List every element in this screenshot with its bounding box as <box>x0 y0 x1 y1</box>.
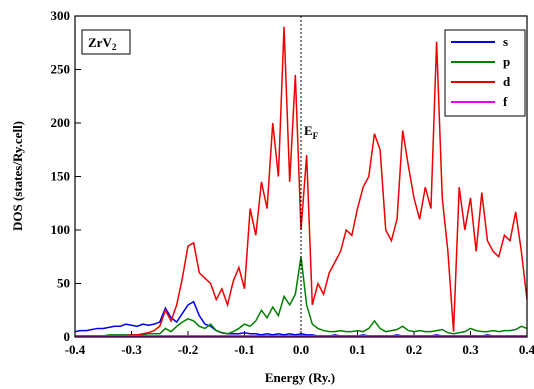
y-tick-label: 100 <box>51 222 71 237</box>
compound-label-main: ZrV <box>88 35 112 50</box>
fermi-label: EF <box>304 123 319 141</box>
x-tick-label: 0.0 <box>293 342 309 357</box>
x-tick-label: 0.4 <box>519 342 534 357</box>
y-axis-label: DOS (states/Ry.cell) <box>10 121 25 231</box>
series-line <box>75 26 528 337</box>
series-line <box>74 300 527 337</box>
compound-label: ZrV2 <box>88 35 117 52</box>
y-tick-label: 250 <box>51 62 71 77</box>
legend-label: d <box>503 74 511 89</box>
y-tick-label: 0 <box>64 329 71 344</box>
y-tick-label: 200 <box>51 115 71 130</box>
x-axis-label: Energy (Ry.) <box>265 370 335 385</box>
x-tick-label: 0.1 <box>349 342 365 357</box>
x-tick-label: -0.3 <box>121 342 142 357</box>
x-tick-label: 0.3 <box>462 342 479 357</box>
y-tick-label: 150 <box>51 169 71 184</box>
y-tick-label: 300 <box>51 8 71 23</box>
fermi-label-sub: F <box>313 131 319 141</box>
fermi-label-main: E <box>304 123 313 138</box>
plot-frame <box>74 15 528 338</box>
x-tick-label: 0.2 <box>406 342 422 357</box>
y-tick-label: 50 <box>57 276 70 291</box>
compound-box <box>81 29 131 55</box>
x-tick-label: -0.4 <box>65 342 86 357</box>
legend-label: p <box>503 54 510 69</box>
legend-label: s <box>503 34 508 49</box>
x-tick-label: -0.2 <box>178 342 199 357</box>
x-tick-label: -0.1 <box>234 342 255 357</box>
compound-label-sub: 2 <box>112 42 117 52</box>
legend-label: f <box>503 94 508 109</box>
